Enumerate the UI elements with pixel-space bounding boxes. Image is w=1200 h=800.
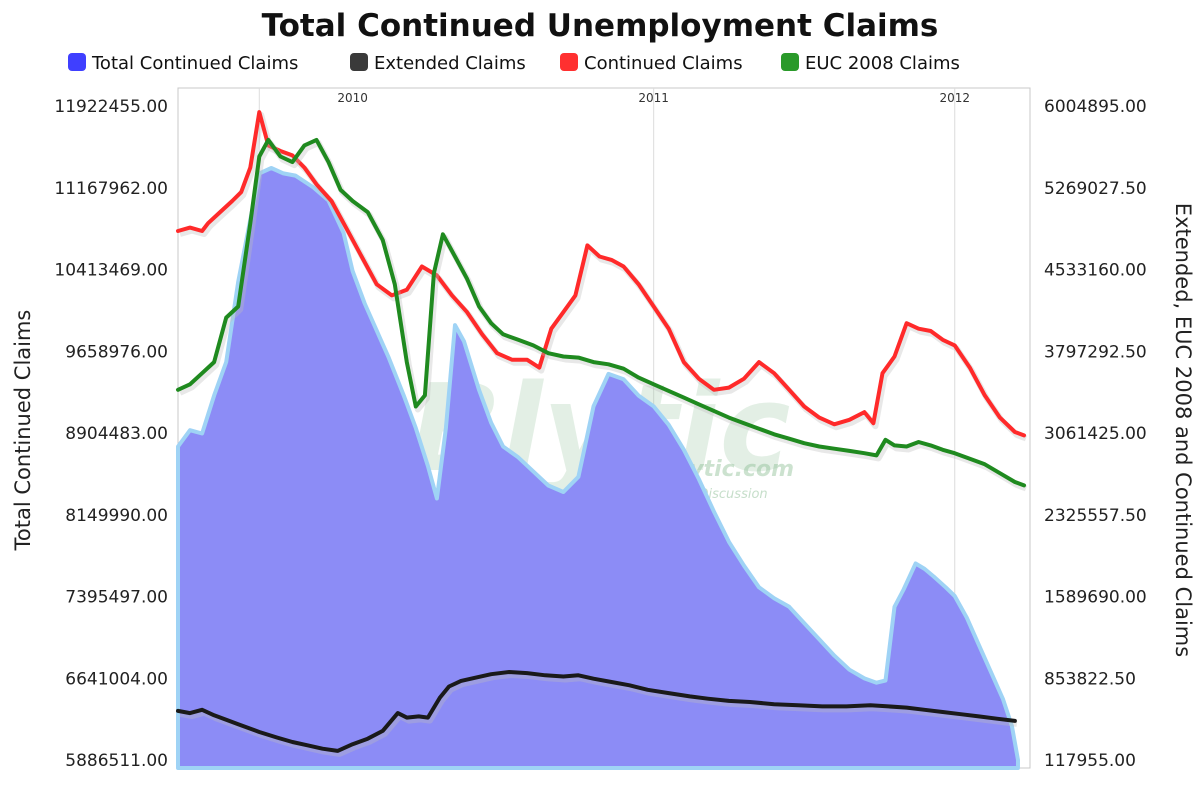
- legend-swatch-extended-claims: [350, 53, 368, 71]
- chart-title: Total Continued Unemployment Claims: [262, 8, 939, 44]
- right-tick-4: 3061425.00: [1044, 424, 1147, 444]
- year-label-2010: 2010: [337, 91, 368, 105]
- right-tick-6: 4533160.00: [1044, 261, 1147, 281]
- series-line-continued-claims: [176, 110, 1026, 438]
- series-layer: [176, 110, 1028, 770]
- series-area-total-continued-claims: [176, 166, 1020, 770]
- right-tick-2: 1589690.00: [1044, 588, 1147, 608]
- left-tick-5: 9658976.00: [65, 342, 168, 362]
- legend-label-continued-claims: Continued Claims: [584, 53, 743, 74]
- right-tick-0: 117955.00: [1044, 751, 1136, 771]
- left-axis-ticks: 5886511.00 6641004.00 7395497.00 8149990.00…: [54, 97, 168, 771]
- left-tick-3: 8149990.00: [65, 506, 168, 526]
- legend-swatch-euc-2008-claims: [781, 53, 799, 71]
- legend: Total Continued Claims Extended Claims Con…: [68, 53, 960, 74]
- right-tick-8: 6004895.00: [1044, 97, 1147, 117]
- legend-label-extended-claims: Extended Claims: [374, 53, 526, 74]
- left-tick-0: 5886511.00: [65, 751, 168, 771]
- legend-swatch-continued-claims: [560, 53, 578, 71]
- left-tick-7: 11167962.00: [54, 179, 168, 199]
- series-line-euc-2008-claims: [176, 137, 1026, 488]
- right-tick-7: 5269027.50: [1044, 179, 1147, 199]
- series-shadow-extended-claims: [179, 672, 1018, 757]
- left-tick-4: 8904483.00: [65, 424, 168, 444]
- right-axis-ticks: 117955.00 853822.50 1589690.00 2325557.50 30…: [1044, 97, 1147, 771]
- right-axis-title: Extended, EUC 2008 and Continued Claims: [1171, 203, 1195, 657]
- left-tick-2: 7395497.00: [65, 588, 168, 608]
- right-tick-3: 2325557.50: [1044, 506, 1147, 526]
- left-tick-8: 11922455.00: [54, 97, 168, 117]
- year-label-2012: 2012: [939, 91, 970, 105]
- right-tick-1: 853822.50: [1044, 669, 1136, 689]
- legend-label-total-continued-claims: Total Continued Claims: [91, 53, 298, 74]
- series-line-extended-claims: [176, 670, 1017, 753]
- left-axis-title: Total Continued Claims: [11, 310, 35, 552]
- left-tick-6: 10413469.00: [54, 261, 168, 281]
- right-tick-5: 3797292.50: [1044, 342, 1147, 362]
- legend-label-euc-2008-claims: EUC 2008 Claims: [805, 53, 960, 74]
- legend-swatch-total-continued-claims: [68, 53, 86, 71]
- year-label-2011: 2011: [638, 91, 669, 105]
- left-tick-1: 6641004.00: [65, 669, 168, 689]
- year-labels: 2010 2011 2012: [337, 91, 970, 105]
